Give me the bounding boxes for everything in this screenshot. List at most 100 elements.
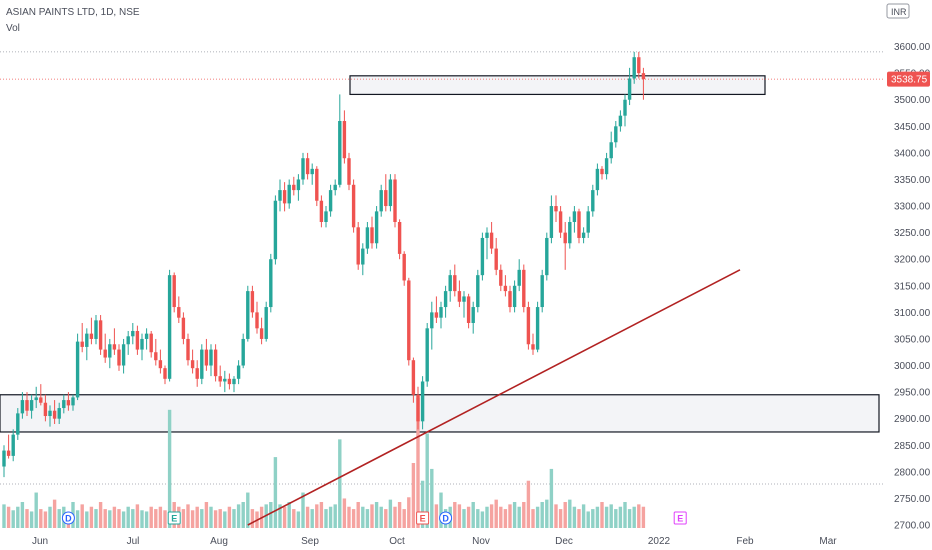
candle-body bbox=[158, 360, 163, 369]
candle-body bbox=[563, 232, 567, 244]
trendline-group[interactable] bbox=[247, 269, 741, 526]
candle bbox=[16, 408, 20, 440]
earnings-badge[interactable]: E bbox=[416, 511, 430, 525]
candle-body bbox=[315, 168, 319, 201]
candle bbox=[75, 333, 80, 401]
candle bbox=[563, 222, 567, 270]
price-zone-1[interactable] bbox=[349, 75, 766, 96]
volume-bar bbox=[121, 511, 126, 528]
candle bbox=[232, 376, 236, 393]
candle-body bbox=[365, 227, 370, 249]
volume-bar bbox=[131, 509, 135, 528]
candle-body bbox=[43, 402, 48, 417]
volume-bar bbox=[140, 510, 144, 528]
volume-bar bbox=[384, 509, 388, 528]
candle-body bbox=[388, 179, 393, 207]
volume-bar bbox=[641, 506, 646, 528]
candle-body bbox=[425, 328, 429, 382]
y-tick-label: 3600.00 bbox=[894, 42, 931, 53]
candle-body bbox=[200, 349, 204, 379]
trendline[interactable] bbox=[247, 269, 741, 526]
candle-body bbox=[62, 400, 66, 409]
volume-bar bbox=[370, 504, 374, 528]
candle-body bbox=[558, 211, 563, 233]
price-axis[interactable]: 3600.003550.003500.003450.003400.003350.… bbox=[894, 42, 931, 531]
candle-body bbox=[39, 397, 43, 403]
candle-body bbox=[232, 378, 236, 385]
candle-body bbox=[604, 158, 609, 175]
candle-body bbox=[351, 184, 356, 228]
last-price-label: 3538.75 bbox=[887, 71, 930, 87]
candle-body bbox=[154, 352, 158, 361]
candle-body bbox=[195, 368, 199, 379]
currency-badge[interactable]: INR bbox=[886, 3, 910, 19]
x-tick-label: 2022 bbox=[648, 536, 671, 547]
volume-bar bbox=[342, 498, 347, 528]
candle-body bbox=[379, 190, 383, 212]
candle-body bbox=[462, 296, 466, 302]
candle-body bbox=[301, 158, 305, 180]
candle-body bbox=[269, 259, 273, 308]
candle bbox=[614, 121, 618, 148]
earnings-badge[interactable]: E bbox=[167, 511, 181, 525]
earnings-badge[interactable]: E bbox=[673, 511, 687, 525]
candle bbox=[112, 328, 117, 355]
candle bbox=[204, 338, 209, 371]
candle bbox=[333, 179, 337, 196]
candle bbox=[236, 360, 241, 385]
volume-bar bbox=[29, 511, 34, 528]
candle-body bbox=[526, 307, 531, 345]
candle bbox=[43, 394, 48, 422]
candle bbox=[466, 293, 471, 329]
y-tick-label: 3450.00 bbox=[894, 122, 931, 133]
volume-bar bbox=[39, 509, 43, 528]
y-tick-label: 2800.00 bbox=[894, 467, 931, 478]
candle-body bbox=[641, 73, 646, 80]
candle bbox=[595, 163, 600, 196]
volume-bar bbox=[499, 506, 503, 528]
candle-body bbox=[531, 344, 535, 350]
candle-body bbox=[623, 99, 627, 116]
candle bbox=[397, 219, 402, 260]
candle-body bbox=[292, 184, 296, 191]
volume-bars bbox=[2, 398, 646, 528]
candle-body bbox=[140, 338, 144, 350]
candle-body bbox=[370, 227, 374, 244]
volume-bar bbox=[241, 502, 245, 528]
candle-body bbox=[328, 190, 333, 212]
candle bbox=[356, 222, 360, 270]
volume-bar bbox=[637, 504, 641, 528]
volume-bar bbox=[568, 499, 572, 528]
candle-body bbox=[402, 253, 406, 281]
time-axis[interactable]: Jun Jul Aug Sep Oct Nov Dec 2022 Feb Mar bbox=[32, 536, 837, 547]
candle-body bbox=[430, 312, 434, 329]
candle-body bbox=[434, 312, 439, 318]
volume-bar bbox=[374, 502, 379, 528]
badge-label: D bbox=[65, 514, 72, 524]
candle bbox=[186, 333, 190, 366]
volume-bar bbox=[149, 506, 153, 528]
volume-bar bbox=[112, 506, 117, 528]
candle-body bbox=[144, 333, 149, 339]
candle bbox=[167, 269, 172, 382]
candle bbox=[554, 195, 558, 222]
dividend-badge[interactable]: D bbox=[439, 511, 453, 525]
candle-body bbox=[172, 275, 176, 308]
candle-body bbox=[131, 330, 135, 337]
candle bbox=[453, 264, 457, 297]
candle-body bbox=[181, 317, 186, 339]
y-tick-label: 3250.00 bbox=[894, 228, 931, 239]
volume-bar bbox=[595, 506, 600, 528]
dividend-badge[interactable]: D bbox=[61, 511, 75, 525]
candle bbox=[89, 317, 94, 345]
volume-bar bbox=[430, 468, 434, 528]
volume-bar bbox=[232, 509, 236, 528]
volume-bar bbox=[158, 506, 163, 528]
volume-bar bbox=[512, 502, 517, 528]
candle-body bbox=[25, 400, 29, 411]
candle bbox=[140, 333, 144, 361]
candle-body bbox=[347, 158, 351, 185]
volume-bar bbox=[425, 433, 429, 528]
